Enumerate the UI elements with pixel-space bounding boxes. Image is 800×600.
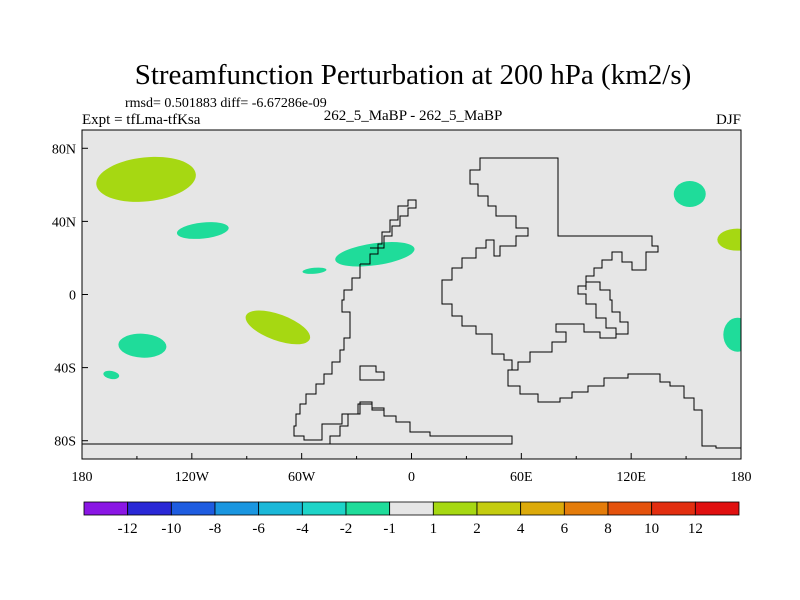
x-tick-label: 120W — [175, 470, 210, 485]
y-tick-label: 0 — [69, 289, 76, 304]
colorbar-label: 8 — [604, 521, 612, 537]
colorbar-swatch — [694, 501, 740, 516]
coastlines — [82, 157, 741, 449]
colorbar-swatch — [127, 501, 172, 516]
colorbar-label: -1 — [383, 521, 396, 537]
positive-anomaly-north-pacific — [96, 156, 196, 202]
colorbar-swatch — [345, 501, 391, 516]
negative-anomaly-south-pacific-small — [103, 370, 120, 380]
colorbar: -12 -10 -8 -6 -4 -2 -1 1 2 4 6 8 10 12 — [83, 501, 740, 537]
right-label: DJF — [716, 112, 741, 128]
positive-anomaly-dateline-north — [717, 228, 741, 251]
y-axis: 80N 40N 0 40S 80S — [52, 142, 88, 450]
colorbar-swatch — [389, 501, 434, 516]
colorbar-label: -8 — [209, 521, 222, 537]
colorbar-swatch — [563, 501, 609, 516]
coastline-africa-west — [441, 292, 513, 370]
colorbar-label: -4 — [296, 521, 309, 537]
colorbar-label: 10 — [644, 521, 659, 537]
coastline-inland-loop — [585, 281, 629, 335]
colorbar-label: 4 — [517, 521, 525, 537]
coastline-north-america — [360, 199, 417, 265]
negative-anomaly-central-atlantic — [302, 267, 327, 274]
x-tick-label: 0 — [408, 470, 415, 485]
y-tick-label: 40N — [52, 215, 76, 230]
negative-anomaly-west-pacific — [673, 180, 706, 207]
x-tick-label: 60E — [510, 470, 533, 485]
colorbar-swatch — [258, 501, 303, 516]
anomaly-features — [96, 156, 741, 380]
colorbar-label: -12 — [118, 521, 138, 537]
positive-anomaly-south-america — [245, 310, 311, 345]
colorbar-label: 6 — [561, 521, 569, 537]
x-tick-label: 180 — [731, 470, 752, 485]
y-tick-label: 80N — [52, 142, 76, 157]
colorbar-swatch — [83, 501, 129, 516]
y-tick-label: 40S — [54, 362, 76, 377]
negative-anomaly-dateline-south — [723, 317, 741, 352]
x-axis: 180 120W 60W 0 60E 120E 180 — [72, 453, 752, 485]
coastline-antarctica — [329, 401, 385, 444]
colorbar-swatch — [651, 501, 696, 516]
colorbar-label: -6 — [252, 521, 265, 537]
subtitle: 262_5_MaBP - 262_5_MaBP — [324, 108, 503, 124]
chart-title: Streamfunction Perturbation at 200 hPa (… — [135, 59, 692, 91]
negative-anomaly-northeast-pacific — [176, 222, 229, 239]
left-label: Expt = tfLma-tfKsa — [82, 112, 201, 128]
colorbar-swatch — [170, 501, 216, 516]
colorbar-label: 12 — [688, 521, 703, 537]
x-tick-label: 60W — [288, 470, 316, 485]
colorbar-label: 2 — [473, 521, 481, 537]
colorbar-swatch — [301, 501, 347, 516]
colorbar-swatch — [432, 501, 478, 516]
colorbar-swatch — [520, 501, 565, 516]
x-tick-label: 120E — [616, 470, 646, 485]
plot-background — [82, 130, 741, 459]
coastline-island-south-atlantic — [359, 365, 385, 381]
coastline-south-america — [82, 264, 513, 445]
colorbar-label: -10 — [161, 521, 181, 537]
colorbar-swatch — [214, 501, 260, 516]
x-tick-label: 180 — [72, 470, 93, 485]
colorbar-swatch — [607, 501, 653, 516]
colorbar-label: -2 — [340, 521, 353, 537]
y-tick-label: 80S — [54, 435, 76, 450]
coastline-africa-eurasia — [441, 157, 741, 449]
colorbar-label: 1 — [430, 521, 438, 537]
negative-anomaly-south-pacific — [118, 333, 167, 358]
colorbar-swatch — [476, 501, 522, 516]
stats-label: rmsd= 0.501883 diff= -6.67286e-09 — [125, 96, 327, 111]
